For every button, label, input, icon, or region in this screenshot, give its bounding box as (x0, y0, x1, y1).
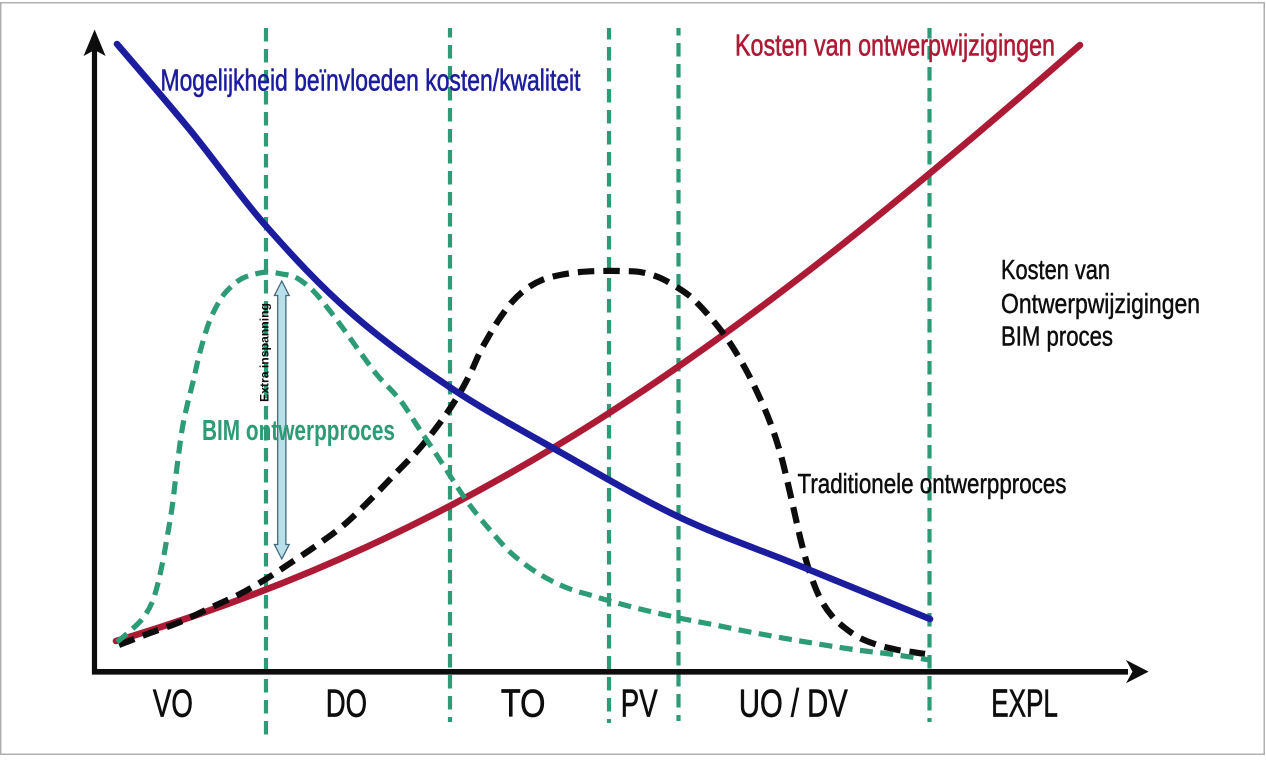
svg-text:Ontwerpwijzigingen: Ontwerpwijzigingen (1001, 288, 1200, 319)
svg-text:TO: TO (501, 683, 546, 726)
svg-text:EXPL: EXPL (991, 683, 1058, 726)
svg-text:BIM ontwerpproces: BIM ontwerpproces (202, 414, 395, 446)
svg-text:BIM proces: BIM proces (1001, 321, 1113, 352)
svg-text:VO: VO (153, 683, 193, 726)
svg-text:Kosten van: Kosten van (1001, 254, 1110, 285)
svg-text:Extra inspanning: Extra inspanning (258, 303, 272, 402)
svg-text:UO / DV: UO / DV (739, 683, 848, 726)
svg-text:DO: DO (326, 683, 367, 726)
svg-text:Mogelijkheid beïnvloeden koste: Mogelijkheid beïnvloeden kosten/kwalitei… (161, 63, 581, 98)
svg-text:Kosten van ontwerpwijzigingen: Kosten van ontwerpwijzigingen (735, 28, 1055, 63)
svg-text:PV: PV (621, 683, 658, 726)
svg-text:Traditionele ontwerpproces: Traditionele ontwerpproces (798, 468, 1067, 499)
